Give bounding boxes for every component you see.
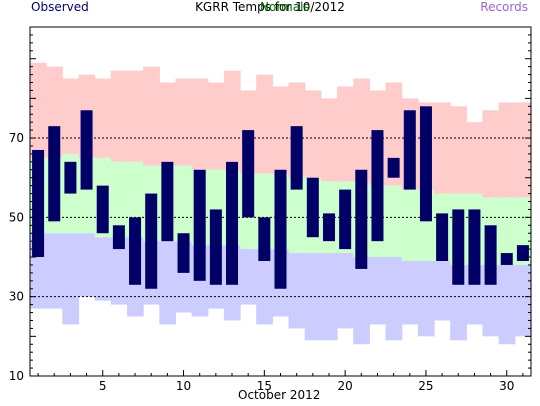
record-high-band-day-18 (304, 90, 322, 178)
record-high-band-day-21 (353, 78, 370, 182)
x-tick-label-10: 10 (176, 379, 191, 393)
record-high-band-day-15 (256, 74, 274, 174)
record-high-band-day-28 (466, 122, 484, 194)
observed-bar-day-7 (129, 217, 142, 285)
record-low-band-day-20 (337, 253, 354, 329)
record-low-band-day-4 (78, 233, 96, 297)
observed-bar-day-8 (145, 193, 158, 289)
record-high-band-day-20 (337, 86, 354, 182)
normals-band-day-17 (288, 177, 306, 254)
x-tick-label-25: 25 (418, 379, 433, 393)
observed-bar-day-29 (484, 225, 497, 285)
x-tick-label-5: 5 (99, 379, 107, 393)
record-low-band-day-14 (240, 249, 257, 305)
chart-title: KGRR Temps for 10/2012 (195, 0, 345, 14)
observed-bar-day-10 (177, 233, 190, 273)
normals-band-day-10 (175, 165, 193, 242)
x-tick-label-30: 30 (499, 379, 514, 393)
y-tick-label-70: 70 (9, 131, 24, 145)
record-low-band-day-25 (417, 260, 435, 337)
record-low-band-day-26 (434, 260, 451, 321)
record-low-band-day-23 (385, 257, 403, 341)
observed-bar-day-20 (339, 189, 352, 250)
observed-bar-day-4 (80, 110, 93, 190)
record-low-band-day-5 (94, 237, 112, 301)
observed-bar-day-23 (387, 157, 400, 178)
normals-band-day-6 (110, 161, 128, 238)
x-tick-label-20: 20 (338, 379, 353, 393)
x-tick-label-15: 15 (257, 379, 272, 393)
record-high-band-day-29 (482, 110, 500, 198)
legend-normals: Normals (260, 0, 310, 14)
observed-bar-day-12 (209, 209, 222, 285)
record-low-band-day-24 (401, 260, 419, 325)
record-low-band-day-2 (46, 233, 63, 309)
observed-bar-day-11 (193, 169, 206, 281)
observed-bar-day-1 (32, 149, 45, 258)
record-high-band-day-16 (272, 86, 290, 174)
record-high-band-day-3 (62, 78, 80, 154)
record-low-band-day-22 (369, 257, 387, 325)
observed-bar-day-30 (500, 253, 513, 265)
record-high-band-day-19 (320, 98, 338, 182)
observed-bar-day-13 (226, 161, 239, 285)
record-high-band-day-10 (175, 78, 193, 166)
observed-bar-day-6 (112, 225, 125, 250)
observed-bar-day-14 (242, 130, 255, 218)
record-low-band-day-9 (159, 241, 177, 325)
record-high-band-day-7 (126, 70, 144, 162)
observed-bar-day-31 (516, 245, 529, 261)
observed-bar-day-25 (419, 106, 432, 222)
legend-records: Records (480, 0, 528, 14)
record-low-band-day-19 (320, 253, 338, 341)
record-low-band-day-31 (514, 264, 532, 337)
record-low-band-day-30 (498, 264, 516, 345)
record-low-band-day-21 (353, 257, 370, 345)
observed-bar-day-16 (274, 169, 287, 289)
record-high-band-day-1 (30, 62, 47, 158)
record-high-band-day-12 (207, 82, 225, 170)
record-high-band-day-8 (143, 66, 160, 166)
observed-bar-day-17 (290, 126, 303, 190)
observed-bar-day-22 (371, 130, 384, 242)
record-low-band-day-6 (110, 237, 128, 305)
observed-bar-day-24 (403, 110, 416, 190)
observed-bar-day-26 (436, 213, 449, 261)
record-high-band-day-13 (223, 70, 241, 170)
observed-bar-day-5 (96, 185, 109, 234)
observed-bar-day-2 (48, 126, 61, 222)
record-high-band-day-30 (498, 102, 516, 198)
record-high-band-day-9 (159, 82, 177, 166)
observed-bar-day-18 (306, 177, 319, 238)
record-high-band-day-26 (434, 102, 451, 194)
y-tick-label-10: 10 (9, 369, 24, 383)
normals-band-day-30 (498, 197, 516, 265)
normals-band-day-24 (401, 189, 419, 261)
record-high-band-day-27 (450, 106, 467, 194)
observed-bar-day-21 (355, 169, 368, 269)
observed-bar-day-27 (452, 209, 465, 285)
record-low-band-day-17 (288, 253, 306, 329)
record-high-band-day-11 (191, 78, 209, 170)
record-high-band-day-31 (514, 102, 532, 198)
y-tick-label-30: 30 (9, 290, 24, 304)
record-high-band-day-6 (110, 70, 128, 162)
observed-bar-day-9 (161, 161, 174, 242)
observed-bar-day-28 (468, 209, 481, 285)
observed-bar-day-15 (258, 217, 271, 261)
observed-bar-day-3 (64, 161, 77, 194)
normals-band-day-23 (385, 185, 403, 258)
record-low-band-day-18 (304, 253, 322, 341)
record-low-band-day-15 (256, 249, 274, 325)
record-high-band-day-5 (94, 78, 112, 158)
y-tick-label-50: 50 (9, 210, 24, 224)
x-axis-label: October 2012 (238, 388, 321, 402)
record-low-band-day-3 (62, 233, 80, 325)
observed-bar-day-19 (322, 213, 335, 242)
legend-observed: Observed (31, 0, 89, 14)
